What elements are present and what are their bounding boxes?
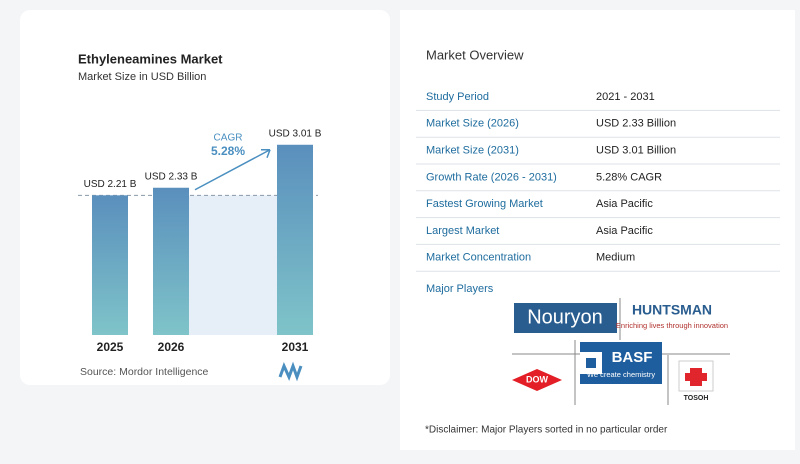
row-value: USD 3.01 Billion <box>596 145 676 157</box>
row-value: Asia Pacific <box>596 225 653 237</box>
row-label: Market Size (2026) <box>426 118 519 130</box>
row-value: 5.28% CAGR <box>596 171 662 183</box>
highlight-band <box>189 195 277 335</box>
logos: Nouryon HUNTSMAN Enriching lives through i… <box>512 298 730 405</box>
player-logo-text: Enriching lives through innovation <box>616 321 728 330</box>
cagr-label: CAGR <box>214 133 243 144</box>
overview-title: Market Overview <box>426 47 524 62</box>
x-tick-label: 2025 <box>97 340 124 354</box>
player-logo-text: TOSOH <box>684 395 709 402</box>
value-label: USD 3.01 B <box>269 128 322 139</box>
row-label: Largest Market <box>426 225 499 237</box>
bar <box>153 187 189 335</box>
x-tick-label: 2031 <box>282 340 309 354</box>
row-value: Asia Pacific <box>596 198 653 210</box>
row-value: Medium <box>596 252 635 264</box>
player-logo-text: We create chemistry <box>587 370 655 379</box>
cagr-value: 5.28% <box>211 144 245 158</box>
value-label: USD 2.33 B <box>145 171 198 182</box>
player-logo-text: DOW <box>526 374 549 384</box>
player-logo-text: HUNTSMAN <box>632 302 712 318</box>
cagr-arrow <box>194 149 271 191</box>
row-label: Market Concentration <box>426 252 531 264</box>
x-tick-label: 2026 <box>158 340 185 354</box>
player-logo-text: Nouryon <box>527 306 603 328</box>
row-label: Fastest Growing Market <box>426 198 543 210</box>
bar <box>92 195 128 335</box>
chart-title: Ethyleneamines Market <box>78 51 223 66</box>
value-label: USD 2.21 B <box>84 179 137 190</box>
player-logo-text: BASF <box>612 349 653 366</box>
row-label: Growth Rate (2026 - 2031) <box>426 171 557 183</box>
row-label: Market Size (2031) <box>426 145 519 157</box>
row-value: 2021 - 2031 <box>596 91 655 103</box>
row-label: Study Period <box>426 91 489 103</box>
bar <box>277 144 313 335</box>
mi-logo <box>278 361 303 382</box>
players-title: Major Players <box>426 283 494 295</box>
disclaimer: *Disclaimer: Major Players sorted in no … <box>425 425 668 436</box>
row-value: USD 2.33 Billion <box>596 118 676 130</box>
cagr-arrowhead <box>261 149 271 159</box>
chart-subtitle: Market Size in USD Billion <box>78 71 206 83</box>
source: Source: Mordor Intelligence <box>80 366 209 378</box>
